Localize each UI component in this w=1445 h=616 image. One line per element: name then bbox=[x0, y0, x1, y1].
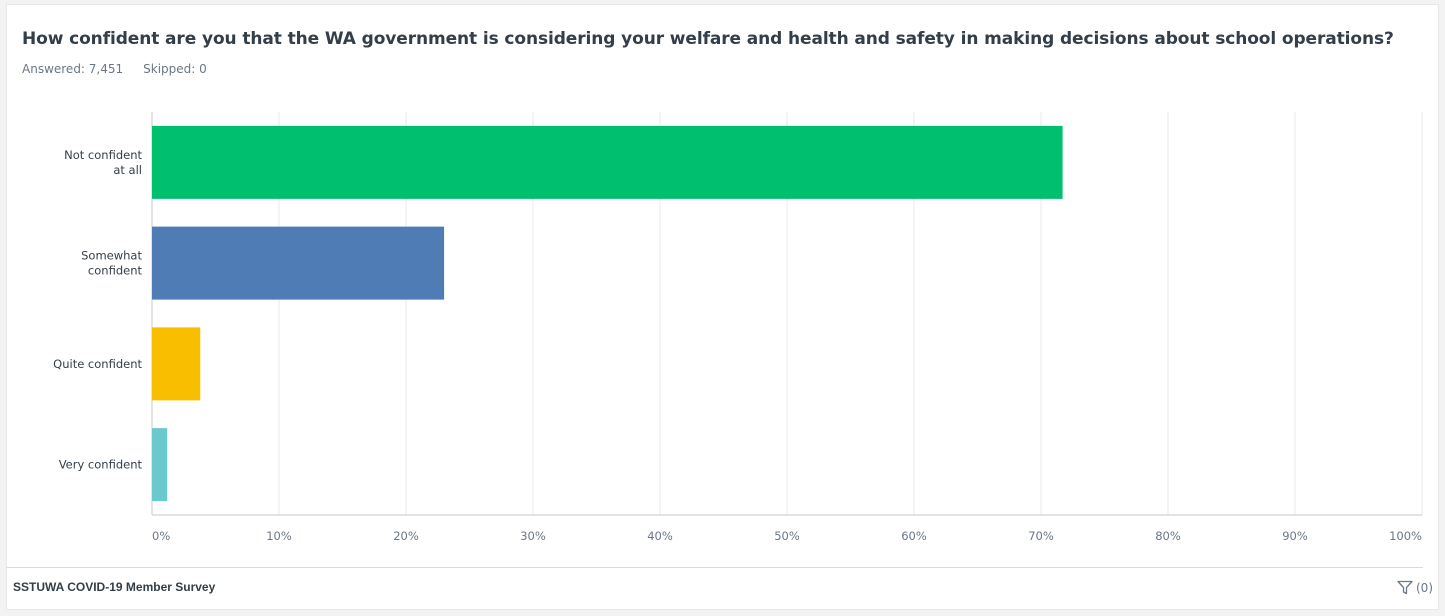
bar bbox=[152, 226, 445, 300]
filter-icon bbox=[1397, 580, 1413, 595]
x-tick-label: 50% bbox=[774, 529, 800, 543]
x-tick-label: 40% bbox=[647, 529, 673, 543]
skipped-count: Skipped: 0 bbox=[143, 62, 207, 76]
answered-count: Answered: 7,451 bbox=[22, 62, 124, 76]
question-title: How confident are you that the WA govern… bbox=[22, 29, 1394, 49]
survey-name: SSTUWA COVID-19 Member Survey bbox=[13, 580, 216, 594]
category-label: Quite confident bbox=[53, 357, 142, 371]
x-tick-label: 0% bbox=[152, 529, 170, 543]
x-tick-label: 30% bbox=[520, 529, 546, 543]
footer-divider bbox=[6, 567, 1423, 568]
x-tick-label: 10% bbox=[266, 529, 292, 543]
response-stats: Answered: 7,451 Skipped: 0 bbox=[22, 62, 207, 76]
category-label: Very confident bbox=[59, 458, 143, 472]
x-tick-label: 100% bbox=[1389, 529, 1422, 543]
x-tick-label: 60% bbox=[901, 529, 927, 543]
x-tick-label: 90% bbox=[1282, 529, 1308, 543]
x-tick-label: 70% bbox=[1028, 529, 1054, 543]
category-label: Not confident bbox=[64, 148, 142, 162]
bar bbox=[152, 125, 1063, 199]
x-tick-label: 20% bbox=[393, 529, 419, 543]
category-label: at all bbox=[113, 163, 142, 177]
category-label: Somewhat bbox=[81, 249, 142, 263]
bar bbox=[152, 428, 168, 502]
question-card bbox=[6, 4, 1439, 610]
bar bbox=[152, 327, 201, 401]
x-tick-label: 80% bbox=[1155, 529, 1181, 543]
category-label: confident bbox=[88, 264, 143, 278]
filter-count: (0) bbox=[1416, 580, 1433, 595]
filter-button[interactable]: (0) bbox=[1397, 580, 1433, 595]
